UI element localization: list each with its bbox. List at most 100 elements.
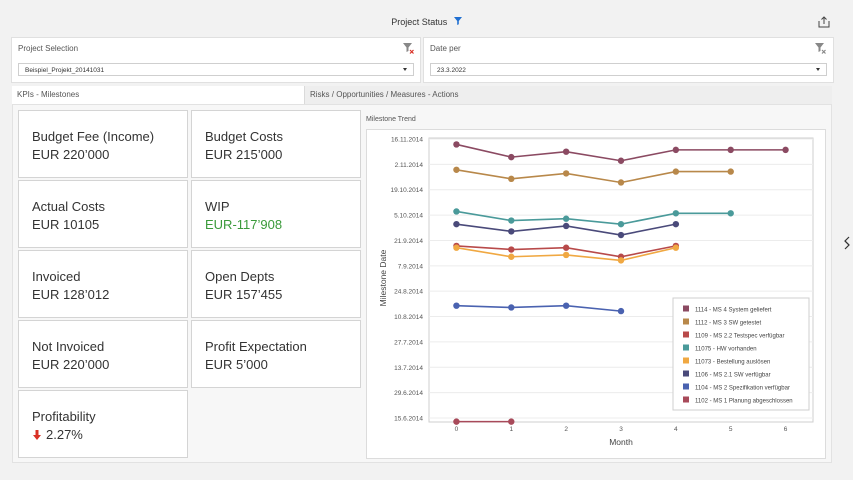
kpi-value: 2.27% [46, 427, 83, 442]
clear-filter-icon[interactable] [815, 43, 826, 54]
legend-label: 11073 - Bestellung auslösen [695, 360, 770, 366]
legend-label: 1102 - MS 1 Planung abgeschlossen [695, 399, 793, 405]
kpi-label: Actual Costs [32, 199, 105, 214]
tab-label: Risks / Opportunities / Measures - Actio… [310, 90, 459, 99]
data-point [782, 146, 789, 154]
data-point [508, 253, 515, 260]
milestone-trend-chart: 15.6.2014 29.6.2014 13.7.2014 27.7.2014 10.8… [366, 129, 826, 459]
kpi-label: Budget Fee (Income) [32, 129, 155, 144]
series-line [456, 210, 731, 225]
y-axis-label: Milestone Date [378, 249, 388, 306]
x-tick-label: 0 [455, 426, 459, 433]
data-point [562, 148, 570, 155]
data-point [727, 168, 734, 175]
data-point [672, 210, 680, 217]
chevron-down-icon [403, 68, 407, 71]
y-tick-label: 10.8.2014 [394, 314, 423, 321]
data-point [562, 244, 570, 251]
clear-filter-icon[interactable] [403, 43, 414, 54]
date-per-dropdown[interactable]: 23.3.2022 [430, 63, 827, 76]
x-axis-label: Month [609, 437, 633, 447]
data-point [508, 217, 515, 224]
kpi-value-row: 2.27% [32, 427, 83, 442]
data-point [508, 153, 515, 161]
kpi-label: Not Invoiced [32, 339, 105, 354]
date-per-label: Date per [430, 44, 461, 53]
data-point [453, 244, 460, 251]
project-selection-dropdown[interactable]: Beispiel_Projekt_20141031 [18, 63, 414, 76]
legend-swatch [683, 357, 689, 364]
kpi-profitability: Profitability 2.27% [18, 390, 188, 458]
legend-swatch [683, 383, 689, 390]
y-tick-label: 27.7.2014 [394, 339, 423, 346]
legend-label: 1104 - MS 2 Spezifikation verfügbar [695, 386, 790, 392]
kpi-not-invoiced: Not Invoiced EUR 220’000 [18, 320, 188, 388]
data-point [672, 146, 680, 154]
kpi-label: Budget Costs [205, 129, 284, 144]
legend-label: 1112 - MS 3 SW getestet [695, 321, 761, 327]
legend-swatch [683, 344, 689, 351]
kpi-value: EUR 215’000 [205, 147, 283, 162]
kpi-label: Profitability [32, 409, 96, 424]
x-tick-label: 2 [564, 426, 568, 433]
data-point [562, 170, 570, 177]
kpi-profit-expectation: Profit Expectation EUR 5’000 [191, 320, 361, 388]
legend-swatch [683, 318, 689, 325]
kpi-label: Open Depts [205, 269, 275, 284]
legend-label: 11075 - HW vorhanden [695, 347, 757, 353]
y-tick-label: 7.9.2014 [398, 263, 424, 270]
kpi-invoiced: Invoiced EUR 128’012 [18, 250, 188, 318]
project-selection-value: Beispiel_Projekt_20141031 [25, 67, 105, 74]
tab-risks-opportunities[interactable]: Risks / Opportunities / Measures - Actio… [304, 86, 832, 104]
data-point [453, 166, 460, 173]
y-tick-label: 5.10.2014 [394, 213, 423, 220]
x-tick-label: 3 [619, 426, 623, 433]
kpi-label: Invoiced [32, 269, 81, 284]
chart-title: Milestone Trend [366, 116, 416, 123]
filter-icon[interactable] [453, 17, 462, 25]
data-point [617, 220, 625, 228]
chevron-down-icon [816, 68, 820, 71]
data-point [508, 304, 515, 311]
legend-label: 1114 - MS 4 System geliefert [695, 308, 772, 314]
kpi-value: EUR 128’012 [32, 287, 110, 302]
data-point [562, 251, 570, 259]
kpi-budget-costs: Budget Costs EUR 215’000 [191, 110, 361, 178]
data-point [617, 179, 625, 186]
kpi-value: EUR 157’455 [205, 287, 283, 302]
chart-svg: 15.6.2014 29.6.2014 13.7.2014 27.7.2014 10.8… [378, 137, 814, 447]
legend-swatch [683, 331, 689, 338]
arrow-down-icon [33, 430, 41, 440]
y-tick-label: 15.6.2014 [394, 416, 423, 423]
data-point [508, 175, 515, 183]
legend-swatch [683, 396, 689, 403]
data-point [672, 244, 680, 251]
date-per-panel: Date per 23.3.2022 [423, 37, 834, 83]
data-point [672, 220, 680, 228]
tab-label: KPIs - Milestones [17, 90, 80, 99]
share-icon[interactable] [818, 16, 830, 28]
data-point [508, 228, 515, 235]
data-point [562, 222, 570, 230]
data-point [453, 208, 460, 215]
y-tick-label: 21.9.2014 [394, 238, 423, 245]
series-line [456, 169, 731, 184]
chevron-expand-icon[interactable] [843, 236, 851, 250]
legend-label: 1109 - MS 2.2 Testspec verfügbar [695, 334, 785, 340]
data-point [562, 302, 570, 309]
data-point [453, 418, 460, 425]
x-tick-label: 4 [674, 426, 678, 433]
legend-swatch [683, 370, 689, 377]
data-point [562, 215, 570, 222]
data-point [453, 220, 460, 228]
y-tick-label: 29.6.2014 [394, 390, 423, 397]
kpi-value: EUR 220’000 [32, 147, 110, 162]
y-tick-label: 19.10.2014 [390, 187, 423, 194]
x-tick-label: 6 [784, 426, 788, 433]
kpi-value: EUR 10105 [32, 217, 100, 232]
tab-kpis-milestones[interactable]: KPIs - Milestones [12, 86, 304, 104]
page-title: Project Status [391, 17, 448, 27]
legend-swatch [683, 305, 689, 312]
data-point [617, 157, 625, 164]
data-point [727, 146, 734, 154]
